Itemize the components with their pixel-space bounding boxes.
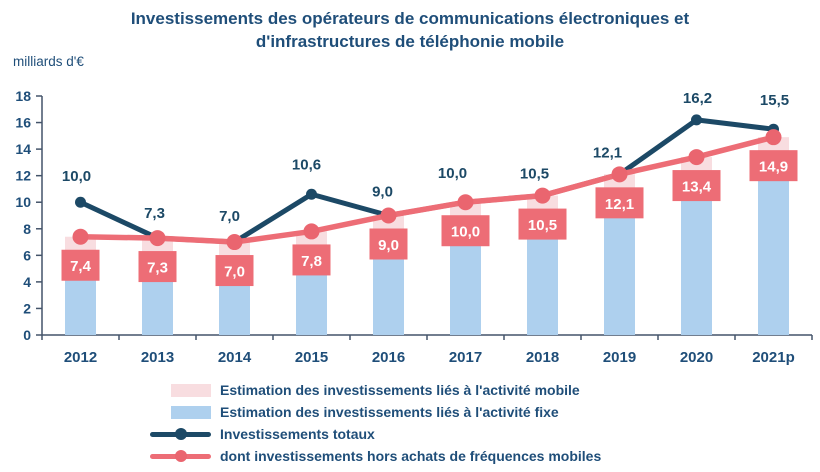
bar-fixe-2012 <box>65 269 96 335</box>
legend-swatch-area <box>150 383 220 397</box>
total-value-label-2016: 9,0 <box>372 184 393 201</box>
x-label-2014: 2014 <box>218 349 252 366</box>
hf-point-2020 <box>688 149 705 166</box>
hf-value-label-2012: 7,4 <box>70 258 92 275</box>
hf-point-2015 <box>303 223 320 240</box>
hf-label-box-2018 <box>518 208 567 240</box>
hf-point-2021p <box>765 129 782 146</box>
x-label-2020: 2020 <box>680 349 713 366</box>
total-line <box>78 117 776 245</box>
hf-value-label-2020: 13,4 <box>682 179 712 196</box>
y-tick-label-12: 12 <box>15 168 31 184</box>
hf-line-swatch-icon <box>150 450 211 462</box>
hf-label-box-2021p <box>749 150 798 182</box>
x-label-2017: 2017 <box>449 349 482 366</box>
total-value-label-2014: 7,0 <box>219 208 240 225</box>
hf-point-2016 <box>380 207 397 224</box>
y-tick-label-10: 10 <box>15 194 31 210</box>
x-label-2021p: 2021p <box>752 349 795 366</box>
bar-fixe-2017 <box>450 235 481 335</box>
hf-value-label-2016: 9,0 <box>378 237 399 254</box>
y-tick-label-16: 16 <box>15 115 31 131</box>
total-value-label-2012: 10,0 <box>62 168 91 185</box>
hf-label-box-2019 <box>595 187 644 219</box>
legend-label-mobile: Estimation des investissements liés à l'… <box>220 382 580 398</box>
legend: Estimation des investissements liés à l'… <box>150 379 601 467</box>
x-label-2016: 2016 <box>372 349 405 366</box>
total-value-label-2013: 7,3 <box>144 205 165 222</box>
hf-value-label-2014: 7,0 <box>224 264 245 281</box>
legend-swatch-area <box>150 428 220 440</box>
legend-label-totaux: Investissements totaux <box>220 426 375 442</box>
total-line-swatch-icon <box>150 428 211 440</box>
bar-fixe-2020 <box>681 190 712 335</box>
total-point-2015 <box>306 188 317 200</box>
hf-line-dot-icon <box>174 450 187 462</box>
hf-point-2017 <box>457 194 474 211</box>
y-tick-label-6: 6 <box>23 247 31 263</box>
y-tick-label-8: 8 <box>23 221 31 237</box>
hf-label-box-2017 <box>441 215 490 247</box>
y-tick-label-4: 4 <box>23 274 31 290</box>
hf-label-box-2012 <box>61 249 100 281</box>
y-tick-label-0: 0 <box>23 327 31 343</box>
hf-value-label-2021p: 14,9 <box>759 159 788 176</box>
total-value-label-2021p: 15,5 <box>760 92 789 109</box>
legend-label-hors-frequences: dont investissements hors achats de fréq… <box>220 448 602 464</box>
hf-point-2012 <box>72 228 89 245</box>
hf-point-2013 <box>149 230 166 247</box>
chart-title: Investissements des opérateurs de commun… <box>0 7 820 53</box>
total-point-2020 <box>691 114 702 126</box>
hf-line <box>77 134 777 245</box>
total-point-2012 <box>75 196 86 208</box>
hf-value-label-2015: 7,8 <box>301 253 322 270</box>
total-line-dot-icon <box>174 428 187 440</box>
mobile-swatch-icon <box>171 383 211 397</box>
bar-fixe-2018 <box>527 228 558 335</box>
hf-point-2019 <box>611 166 628 183</box>
x-label-2018: 2018 <box>526 349 559 366</box>
hf-label-box-2020 <box>672 170 721 202</box>
y-tick-label-18: 18 <box>15 88 31 104</box>
legend-label-fixe: Estimation des investissements liés à l'… <box>220 404 559 420</box>
total-value-label-2017: 10,0 <box>438 165 467 182</box>
legend-item-totaux: Investissements totaux <box>150 423 601 445</box>
bar-fixe-2016 <box>373 248 404 335</box>
bar-fixe-2019 <box>604 207 635 335</box>
legend-swatch-area <box>150 450 220 462</box>
legend-swatch-area <box>150 405 220 419</box>
y-axis-unit-label: milliards d'€ <box>13 54 84 69</box>
y-tick-label-2: 2 <box>23 300 31 316</box>
total-value-label-2018: 10,5 <box>520 166 549 183</box>
hf-point-2014 <box>226 234 243 251</box>
legend-item-fixe: Estimation des investissements liés à l'… <box>150 401 601 423</box>
legend-item-mobile: Estimation des investissements liés à l'… <box>150 379 601 401</box>
bar-fixe-2015 <box>296 264 327 335</box>
hf-value-label-2017: 10,0 <box>451 224 480 241</box>
x-label-2012: 2012 <box>64 349 97 366</box>
hf-value-label-2013: 7,3 <box>147 260 168 277</box>
legend-item-hors-frequences: dont investissements hors achats de fréq… <box>150 445 601 467</box>
total-value-label-2020: 16,2 <box>683 90 712 107</box>
chart-title-line2: d'infrastructures de téléphonie mobile <box>255 32 565 51</box>
total-value-label-2015: 10,6 <box>292 156 321 173</box>
x-label-2015: 2015 <box>295 349 328 366</box>
total-value-label-2019: 12,1 <box>593 144 622 161</box>
y-tick-label-14: 14 <box>15 141 31 157</box>
hf-label-box-2014 <box>215 255 254 287</box>
hf-value-label-2018: 10,5 <box>528 217 557 234</box>
chart-title-line1: Investissements des opérateurs de commun… <box>130 9 690 28</box>
hf-label-box-2015 <box>292 244 331 276</box>
hf-value-label-2019: 12,1 <box>605 196 634 213</box>
hf-label-box-2013 <box>138 251 177 283</box>
hf-label-box-2016 <box>369 228 408 260</box>
bar-fixe-2021p <box>758 170 789 335</box>
hf-point-2018 <box>534 187 551 204</box>
fixe-swatch-icon <box>171 405 211 419</box>
x-label-2013: 2013 <box>141 349 174 366</box>
x-label-2019: 2019 <box>603 349 636 366</box>
